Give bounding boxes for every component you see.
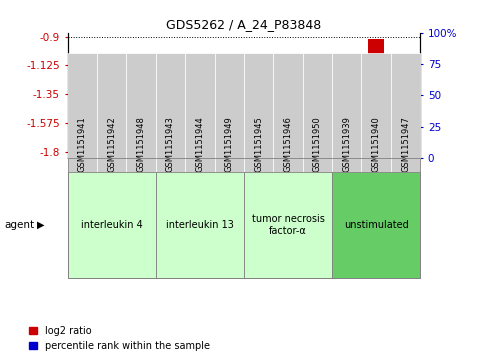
Text: GSM1151949: GSM1151949	[225, 117, 234, 172]
Bar	[162, 103, 179, 158]
Text: GSM1151941: GSM1151941	[78, 117, 87, 172]
Text: GSM1151940: GSM1151940	[371, 117, 381, 172]
Text: GSM1151946: GSM1151946	[284, 117, 293, 172]
Bar	[133, 130, 149, 158]
Text: tumor necrosis
factor-α: tumor necrosis factor-α	[252, 214, 325, 236]
Bar	[251, 77, 267, 158]
Bar	[309, 130, 326, 158]
Bar	[192, 87, 208, 158]
Bar	[398, 151, 413, 158]
Text: GSM1151950: GSM1151950	[313, 117, 322, 172]
Legend: log2 ratio, percentile rank within the sample: log2 ratio, percentile rank within the s…	[29, 326, 210, 351]
Bar	[74, 84, 90, 158]
Text: interleukin 4: interleukin 4	[81, 220, 142, 230]
Bar	[339, 56, 355, 158]
Text: GSM1151942: GSM1151942	[107, 117, 116, 172]
Text: GSM1151947: GSM1151947	[401, 117, 410, 172]
Text: GSM1151943: GSM1151943	[166, 117, 175, 172]
Title: GDS5262 / A_24_P83848: GDS5262 / A_24_P83848	[166, 19, 322, 32]
Bar	[221, 94, 237, 158]
Bar	[368, 39, 384, 158]
Text: ▶: ▶	[37, 220, 45, 230]
Text: agent: agent	[5, 220, 35, 230]
Text: GSM1151948: GSM1151948	[137, 117, 145, 172]
Text: unstimulated: unstimulated	[344, 220, 409, 230]
Text: GSM1151944: GSM1151944	[195, 117, 204, 172]
Bar	[104, 70, 120, 158]
Bar	[280, 65, 296, 158]
Text: interleukin 13: interleukin 13	[166, 220, 234, 230]
Text: GSM1151945: GSM1151945	[254, 117, 263, 172]
Text: GSM1151939: GSM1151939	[342, 117, 351, 172]
